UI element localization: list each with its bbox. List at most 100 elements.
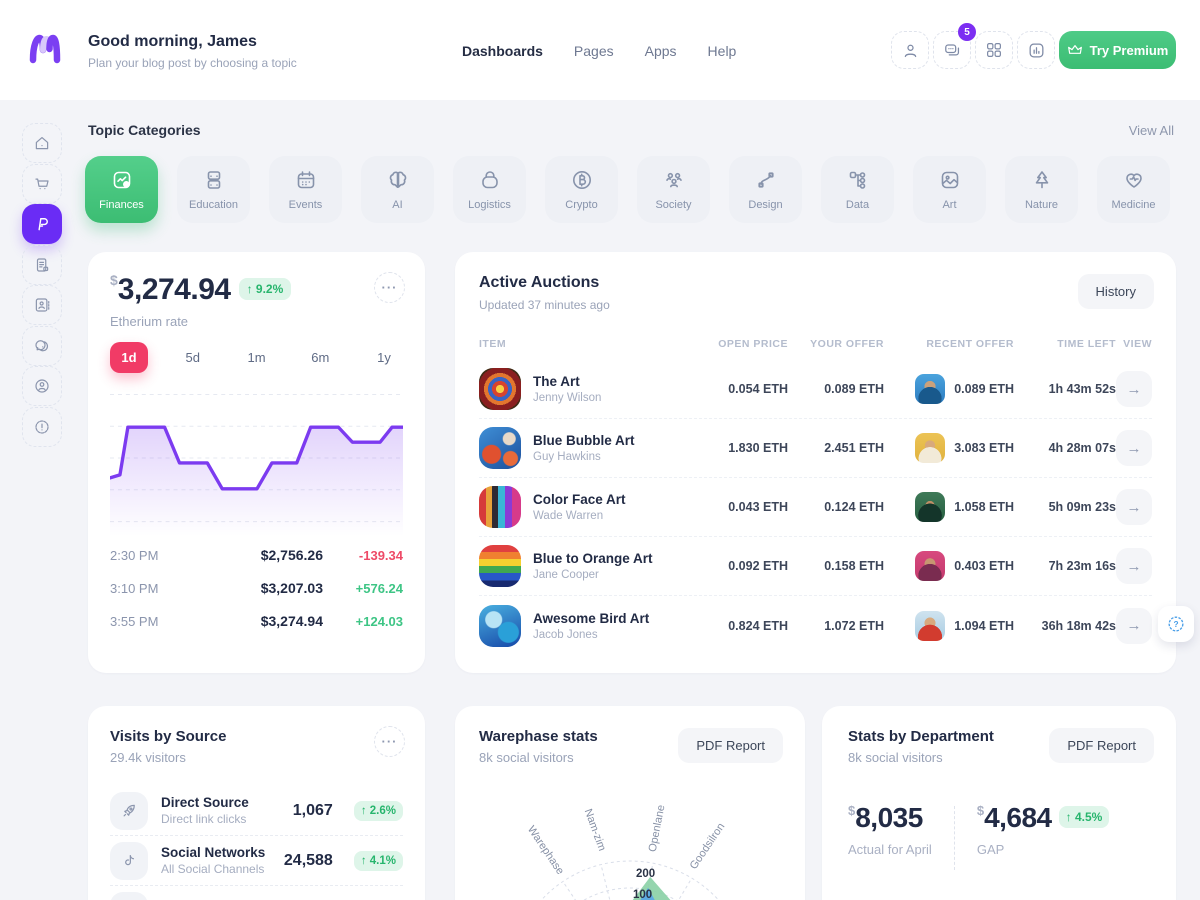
- view-auction-button[interactable]: →: [1116, 607, 1152, 644]
- warephase-pdf-button[interactable]: PDF Report: [678, 728, 783, 763]
- crown-icon: [1067, 45, 1082, 54]
- auction-art-thumbnail: [479, 427, 521, 469]
- warephase-title: Warephase stats: [479, 728, 598, 745]
- app-logo-icon[interactable]: [26, 33, 64, 70]
- auction-art-thumbnail: [479, 604, 521, 647]
- topic-logistics[interactable]: Logistics: [453, 156, 526, 223]
- department-pdf-button[interactable]: PDF Report: [1049, 728, 1154, 763]
- topic-finances[interactable]: Finances: [85, 156, 158, 223]
- range-tab-1y[interactable]: 1y: [377, 350, 391, 365]
- open-price: 0.824 ETH: [728, 618, 788, 633]
- speech-bubbles-icon: [35, 339, 48, 351]
- topic-ai[interactable]: AI: [361, 156, 434, 223]
- topic-society[interactable]: Society: [637, 156, 710, 223]
- auction-art-thumbnail: [479, 486, 521, 528]
- eth-line: [110, 425, 403, 491]
- view-auction-button[interactable]: →: [1116, 489, 1152, 525]
- nav-pages[interactable]: Pages: [573, 43, 614, 59]
- stats-by-department-card: Stats by Department 8k social visitors P…: [822, 706, 1176, 900]
- visits-card-menu-button[interactable]: ···: [374, 726, 405, 757]
- sidebar-item-messages[interactable]: [22, 325, 62, 366]
- nav-apps[interactable]: Apps: [644, 43, 677, 59]
- topic-label: Nature: [1024, 199, 1059, 211]
- topic-art[interactable]: Art: [913, 156, 986, 223]
- notification-badge: 5: [958, 23, 976, 41]
- sidebar-item-contacts[interactable]: [22, 285, 62, 325]
- view-auction-button[interactable]: →: [1116, 371, 1152, 407]
- receipt-icon: [36, 257, 49, 272]
- stats-divider: [953, 806, 955, 870]
- heart-pulse-icon: [1125, 173, 1142, 188]
- eth-time: 2:30 PM: [110, 547, 159, 563]
- recent-offer: 0.403 ETH: [954, 559, 1014, 573]
- range-tab-6m[interactable]: 6m: [311, 350, 330, 365]
- col-your-offer: YOUR OFFER: [810, 338, 884, 350]
- auction-owner: Wade Warren: [533, 510, 604, 522]
- topic-events[interactable]: Events: [269, 156, 342, 223]
- profile-button[interactable]: [891, 31, 929, 69]
- view-auction-button[interactable]: →: [1116, 548, 1152, 584]
- nav-help[interactable]: Help: [707, 43, 737, 59]
- source-name: Direct Source: [161, 795, 249, 810]
- visits-row: Social Networks All Social Channels 24,5…: [110, 836, 403, 886]
- auction-name: Blue Bubble Art: [533, 433, 635, 448]
- auction-row: Blue to Orange Art Jane Cooper 0.092 ETH…: [479, 537, 1152, 596]
- sidebar-item-account[interactable]: [22, 366, 62, 406]
- chat-bubbles-icon: [944, 43, 959, 55]
- gap-value: 4,684: [984, 802, 1052, 833]
- eth-card-menu-button[interactable]: ···: [374, 272, 405, 303]
- topic-crypto[interactable]: Crypto: [545, 156, 618, 223]
- sidebar-item-alerts[interactable]: [22, 406, 62, 447]
- source-change: 2.6%: [369, 804, 396, 817]
- apps-grid-button[interactable]: [975, 31, 1013, 69]
- sidebar-item-shop[interactable]: [22, 163, 62, 204]
- range-tab-5d[interactable]: 5d: [185, 350, 200, 365]
- topic-label: Events: [288, 199, 323, 211]
- grid-icon: [987, 43, 1001, 57]
- col-item: ITEM: [479, 338, 507, 350]
- your-offer: 2.451 ETH: [824, 441, 884, 455]
- page-subtitle: Plan your blog post by choosing a topic: [88, 56, 297, 70]
- topic-design[interactable]: Design: [729, 156, 802, 223]
- vector-curve-icon: [757, 172, 774, 188]
- nav-dashboards[interactable]: Dashboards: [462, 43, 543, 59]
- eth-price: $3,207.03: [260, 580, 323, 596]
- history-button[interactable]: History: [1077, 274, 1154, 309]
- topic-education[interactable]: Education: [177, 156, 250, 223]
- sidebar-item-home[interactable]: [22, 123, 62, 163]
- topic-medicine[interactable]: Medicine: [1097, 156, 1170, 223]
- auction-row: Color Face Art Wade Warren 0.043 ETH 0.1…: [479, 478, 1152, 537]
- recent-offer: 1.094 ETH: [954, 618, 1014, 633]
- help-button[interactable]: ?: [1158, 606, 1194, 642]
- range-tab-1m[interactable]: 1m: [247, 350, 266, 365]
- topic-data[interactable]: Data: [821, 156, 894, 223]
- view-all-link[interactable]: View All: [1128, 123, 1174, 138]
- col-open-price: OPEN PRICE: [718, 338, 788, 350]
- auction-art-thumbnail: [479, 545, 521, 587]
- view-auction-button[interactable]: →: [1116, 430, 1152, 466]
- topic-label: Data: [845, 199, 870, 211]
- cart-icon: [35, 178, 49, 189]
- sidebar-item-payments[interactable]: [22, 204, 62, 244]
- bitcoin-icon: [572, 171, 591, 189]
- visits-title: Visits by Source: [110, 728, 227, 745]
- sidebar-item-invoices[interactable]: [22, 244, 62, 285]
- widgets-button[interactable]: [1017, 31, 1055, 69]
- eth-rate-value: 3,274.94: [117, 273, 231, 306]
- department-stats: $8,035 Actual for April $4,684 ↑ 4.5% GAP: [848, 802, 1110, 870]
- home-icon: [35, 137, 49, 150]
- paypal-icon: [38, 218, 48, 231]
- auctions-subtitle: Updated 37 minutes ago: [479, 298, 610, 312]
- try-premium-button[interactable]: Try Premium: [1059, 31, 1176, 69]
- range-tab-1d[interactable]: 1d: [110, 342, 148, 373]
- eth-change-badge: ↑ 9.2%: [238, 278, 292, 300]
- eth-time: 3:10 PM: [110, 580, 159, 596]
- bag-icon: [481, 171, 498, 189]
- time-left: 5h 09m 23s: [1048, 500, 1116, 514]
- currency-symbol: $: [110, 272, 118, 288]
- topic-nature[interactable]: Nature: [1005, 156, 1078, 223]
- premium-label: Try Premium: [1089, 42, 1169, 58]
- topic-label: Logistics: [468, 199, 511, 211]
- image-icon: [941, 171, 958, 189]
